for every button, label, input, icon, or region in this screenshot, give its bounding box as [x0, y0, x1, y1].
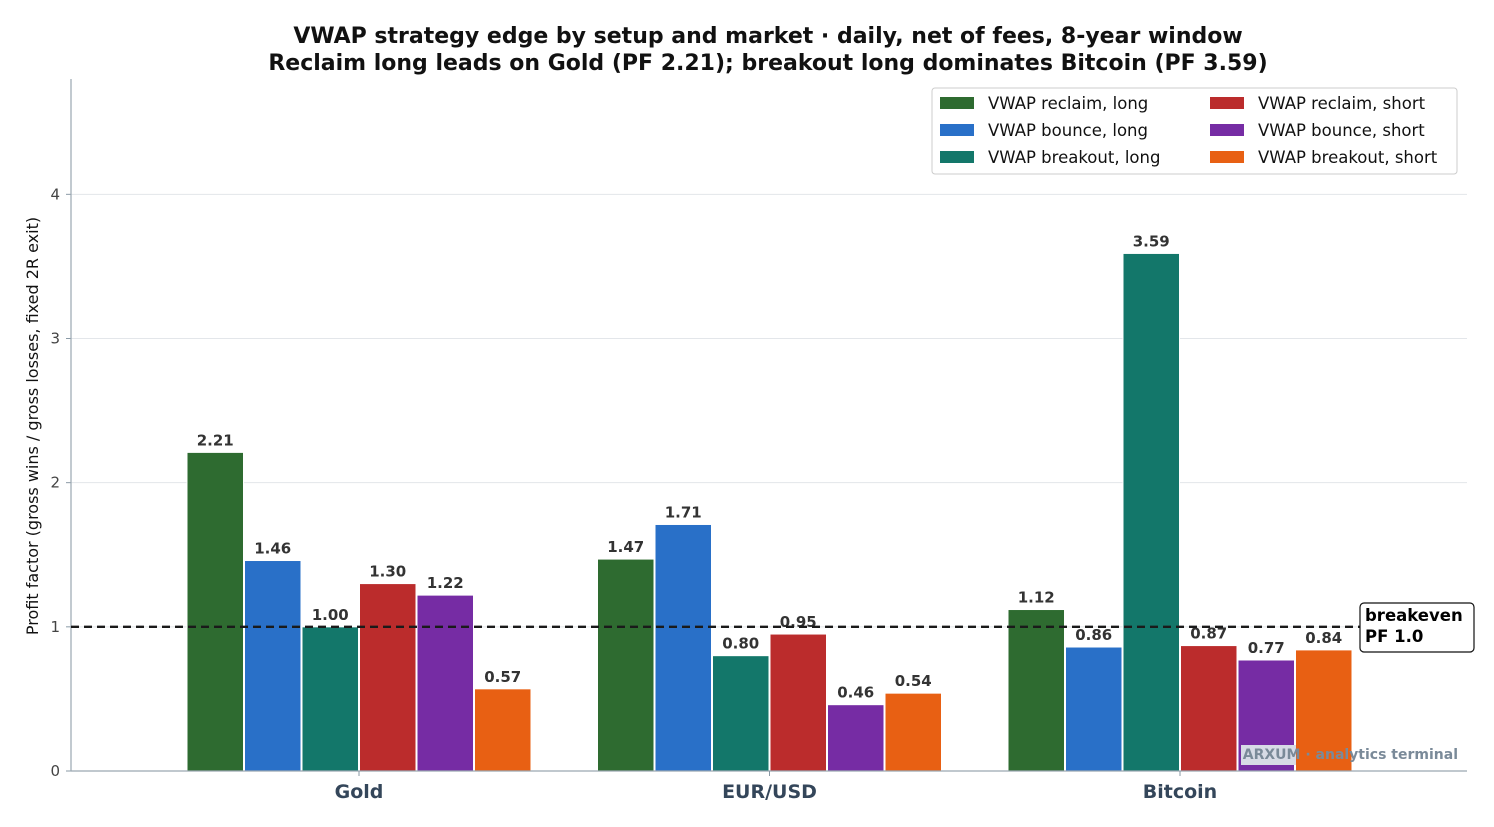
bar-value-label: 2.21	[197, 431, 234, 449]
bar-value-label: 0.84	[1305, 629, 1342, 647]
legend: VWAP reclaim, long VWAP bounce, long VWAP …	[931, 87, 1458, 175]
bar-value-label: 0.57	[484, 668, 521, 686]
legend-swatch	[1210, 124, 1244, 136]
bar-value-label: 1.46	[254, 540, 291, 558]
bar-value-label: 0.54	[895, 672, 932, 690]
bar	[244, 560, 302, 772]
bar	[654, 523, 712, 772]
y-tick-label: 0	[50, 762, 60, 780]
axes: 0 1 2 3 4 Gold EUR/USD Bitcoin	[50, 79, 1467, 803]
legend-swatch	[1210, 97, 1244, 109]
legend-label: VWAP reclaim, long	[988, 94, 1148, 113]
y-tick-label: 4	[50, 185, 60, 203]
bar	[712, 655, 770, 772]
y-tick-label: 3	[50, 330, 60, 348]
legend-label: VWAP bounce, long	[988, 121, 1148, 140]
bar-value-label: 0.86	[1075, 626, 1112, 644]
bar	[1007, 609, 1065, 772]
legend-label: VWAP breakout, long	[988, 148, 1160, 167]
legend-swatch	[940, 151, 974, 163]
bar	[827, 704, 885, 772]
bar-value-label: 0.46	[837, 684, 874, 702]
bar-value-label: 0.95	[780, 613, 817, 631]
legend-label: VWAP bounce, short	[1258, 121, 1425, 140]
bar	[769, 633, 827, 772]
bar-value-label: 1.12	[1018, 589, 1055, 607]
bars: 2.21 1.46 1.00 1.30 1.22 0.57 1.47 1.71 0.80 0.95…	[186, 232, 1353, 772]
bar-value-label: 3.59	[1133, 232, 1170, 250]
x-category-label: EUR/USD	[722, 781, 817, 803]
legend-swatch	[940, 124, 974, 136]
bar	[474, 688, 532, 772]
bar-value-label: 1.00	[312, 606, 349, 624]
bar	[301, 626, 359, 772]
legend-swatch	[1210, 151, 1244, 163]
legend-box	[931, 87, 1458, 175]
y-tick-label: 2	[50, 474, 60, 492]
bar	[1295, 649, 1353, 772]
bar-value-label: 0.77	[1248, 639, 1285, 657]
bar	[1065, 646, 1123, 772]
watermark-highlight	[1241, 745, 1296, 765]
watermark-text: ARXUM · analytics terminal	[1243, 747, 1458, 763]
bar-value-label: 0.80	[722, 635, 759, 653]
y-axis-label: Profit factor (gross wins / gross losses…	[23, 217, 42, 635]
bar	[1122, 252, 1180, 772]
breakeven-annotation-box	[1359, 602, 1475, 653]
breakeven-label: breakeven	[1365, 606, 1463, 625]
chart-subtitle: Reclaim long leads on Gold (PF 2.21); br…	[268, 51, 1267, 76]
bar	[884, 692, 942, 772]
x-category-label: Gold	[335, 781, 384, 803]
y-tick-label: 1	[50, 618, 60, 636]
bar-value-label: 1.30	[369, 563, 406, 581]
chart-title: VWAP strategy edge by setup and market ·…	[293, 24, 1242, 49]
bar-value-label: 1.22	[427, 574, 464, 592]
legend-label: VWAP breakout, short	[1258, 148, 1438, 167]
bar	[186, 451, 244, 772]
bar	[1180, 645, 1238, 772]
x-category-label: Bitcoin	[1143, 781, 1217, 803]
bar-value-label: 1.71	[665, 503, 702, 521]
legend-label: VWAP reclaim, short	[1258, 94, 1426, 113]
watermark: ARXUM · analytics terminal	[1241, 745, 1458, 765]
legend-swatch	[940, 97, 974, 109]
bar	[416, 594, 474, 772]
bar-value-label: 0.87	[1190, 625, 1227, 643]
bar	[597, 558, 655, 772]
bar	[359, 583, 417, 772]
breakeven-value-label: PF 1.0	[1365, 627, 1423, 646]
bar-value-label: 1.47	[607, 538, 644, 556]
breakeven-annotation: breakeven PF 1.0	[1359, 602, 1475, 653]
